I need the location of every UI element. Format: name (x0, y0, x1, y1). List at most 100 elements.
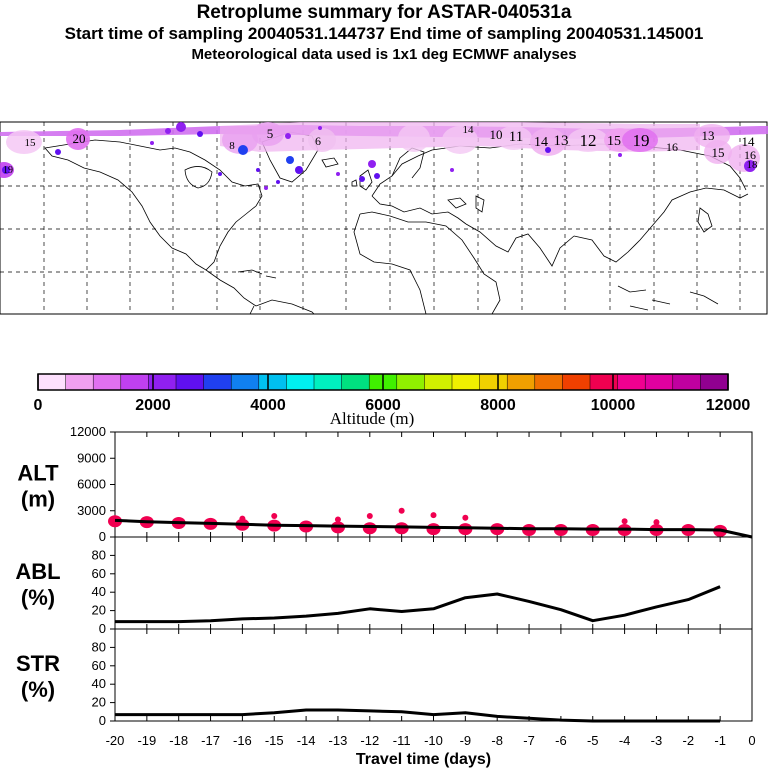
time-series-panels: 030006000900012000ALT(m)020406080ABL(%)0… (15, 424, 755, 768)
altitude-marker (271, 513, 278, 519)
colorbar-cell (203, 374, 232, 390)
x-tick-label: 0 (748, 733, 755, 748)
colorbar-cell (176, 374, 205, 390)
altitude-marker (398, 507, 405, 514)
altitude-marker (426, 523, 441, 536)
day-label: 15 (25, 137, 37, 149)
panel-ylabel-unit: (m) (21, 487, 55, 512)
plume-band (0, 122, 768, 178)
colorbar-cell (93, 374, 122, 390)
colorbar-tick-label: 0 (34, 397, 43, 414)
y-tick-label: 20 (92, 695, 106, 710)
day-label: 6 (315, 134, 321, 148)
map-frame (0, 121, 768, 315)
colorbar-cell (120, 374, 149, 390)
colorbar-cell (617, 374, 646, 390)
colorbar-cell (286, 374, 315, 390)
x-tick-label: -19 (137, 733, 156, 748)
chart-title: Retroplume summary for ASTAR-040531a (196, 2, 572, 23)
colorbar-tick-label: 4000 (250, 397, 286, 414)
colorbar-cell (38, 374, 67, 390)
colorbar-cell (590, 374, 619, 390)
y-tick-label: 6000 (77, 477, 106, 492)
x-tick-label: -5 (587, 733, 599, 748)
x-tick-label: -11 (393, 733, 411, 748)
x-tick-label: -12 (360, 733, 379, 748)
day-label: 15 (712, 145, 725, 160)
x-tick-label: -16 (233, 733, 252, 748)
y-tick-label: 0 (99, 713, 106, 728)
colorbar-cell (314, 374, 343, 390)
x-tick-label: -15 (265, 733, 284, 748)
altitude-marker (653, 519, 660, 526)
x-tick-label: -14 (297, 733, 316, 748)
x-tick-label: -17 (201, 733, 220, 748)
y-tick-label: 60 (92, 566, 106, 581)
panel-ylabel-unit: (%) (21, 677, 55, 702)
retroplume-map: 15 20 8 5 6 14 10 11 14 13 12 15 19 16 1… (0, 121, 768, 315)
colorbar-tick-label: 6000 (365, 397, 401, 414)
panel-abl: 0 20 40 60 80 ABL(%) (15, 536, 753, 636)
y-tick-label: 0 (99, 529, 106, 544)
panel-ylabel: ALT (17, 461, 59, 486)
panel-ylabel-unit: (%) (21, 585, 55, 610)
y-tick-label: 40 (92, 676, 106, 691)
x-tick-label: -4 (619, 733, 631, 748)
panel-ylabel: STR (16, 651, 60, 676)
day-label: 10 (490, 127, 503, 142)
met-data-line: Meteorological data used is 1x1 deg ECMW… (191, 46, 577, 63)
y-tick-label: 12000 (70, 424, 106, 439)
colorbar-tick-label: 12000 (706, 397, 751, 414)
altitude-colorbar: 0 2000 4000 6000 8000 10000 12000 Altitude (m) (34, 373, 751, 428)
colorbar-axis-label: Altitude (m) (330, 409, 415, 428)
particle-dots (2, 122, 756, 190)
colorbar-cell (672, 374, 701, 390)
x-tick-label: -2 (683, 733, 695, 748)
altitude-marker (462, 514, 469, 521)
x-tick-label: -18 (169, 733, 188, 748)
panel-alt: 0 3000 6000 9000 12000 ALT(m) (17, 424, 753, 544)
y-tick-label: 80 (92, 547, 106, 562)
x-tick-label: -10 (424, 733, 443, 748)
y-tick-label: 20 (92, 603, 106, 618)
colorbar-cell (479, 374, 508, 390)
day-label: 19 (3, 165, 13, 176)
colorbar-cell (534, 374, 563, 390)
day-label: 14 (534, 135, 548, 150)
x-tick-label: -3 (651, 733, 663, 748)
x-tick-label: -8 (491, 733, 503, 748)
colorbar-cell (700, 374, 729, 390)
altitude-marker (621, 518, 628, 525)
plume-day-labels: 15 20 8 5 6 14 10 11 14 13 12 15 19 16 1… (3, 124, 758, 176)
x-axis-title: Travel time (days) (356, 751, 491, 768)
x-tick-label: -7 (523, 733, 535, 748)
y-tick-label: 80 (92, 639, 106, 654)
colorbar-cell (258, 374, 287, 390)
colorbar-cell (231, 374, 260, 390)
x-tick-label: -13 (329, 733, 348, 748)
colorbar-cell (452, 374, 481, 390)
day-label: 16 (744, 148, 756, 162)
colorbar-cell (341, 374, 370, 390)
altitude-marker (334, 516, 341, 523)
panel-frame (114, 628, 753, 722)
day-label: 12 (580, 131, 597, 150)
y-tick-label: 40 (92, 584, 106, 599)
altitude-marker (430, 512, 437, 519)
day-label: 16 (666, 140, 678, 154)
y-tick-label: 0 (99, 621, 106, 636)
day-label: 19 (633, 131, 650, 150)
day-label: 18 (747, 159, 759, 171)
x-tick-label: -1 (714, 733, 726, 748)
day-label: 11 (509, 129, 523, 145)
day-label: 14 (742, 134, 756, 149)
day-label: 20 (73, 131, 86, 146)
series-line-alt (114, 518, 753, 539)
colorbar-cell (645, 374, 674, 390)
day-label: 13 (554, 133, 569, 149)
x-tick-label: -9 (460, 733, 472, 748)
altitude-marker (366, 513, 373, 519)
day-label: 15 (607, 134, 621, 149)
